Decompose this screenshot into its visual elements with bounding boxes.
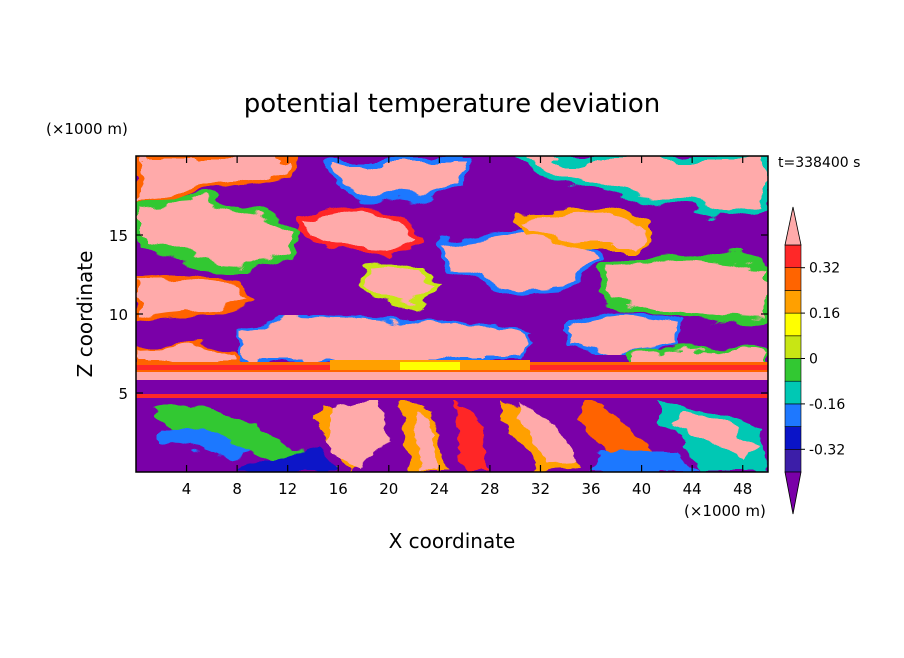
colorbar-label: 0.16 — [809, 306, 840, 322]
x-tick-label: 4 — [182, 480, 192, 498]
colorbar-box — [784, 358, 802, 382]
chart-title: potential temperature deviation — [244, 89, 660, 119]
y-tick-label: 15 — [109, 227, 128, 245]
colorbar-under-triangle — [784, 471, 802, 515]
colorbar: 0.32 0.16 0 -0.16 -0.32 — [784, 206, 845, 515]
x-tick-label: 32 — [531, 480, 550, 498]
time-label: t=338400 s — [778, 155, 860, 171]
colorbar-label: 0.32 — [809, 261, 840, 277]
x-tick-label: 16 — [329, 480, 348, 498]
lower-waves — [136, 394, 768, 472]
colorbar-label: -0.32 — [809, 442, 845, 458]
colorbar-box — [784, 244, 802, 269]
colorbar-box — [784, 380, 802, 405]
colorbar-label: 0 — [809, 352, 818, 368]
colorbar-box — [784, 335, 802, 359]
colorbar-label: -0.16 — [809, 397, 845, 413]
contour-field — [136, 156, 768, 472]
colorbar-box — [784, 403, 802, 427]
x-tick-label: 8 — [232, 480, 242, 498]
x-tick-label: 12 — [278, 480, 297, 498]
x-tick-label: 28 — [480, 480, 499, 498]
y-unit-label: (×1000 m) — [46, 120, 128, 138]
x-ticks: 4 8 12 16 20 24 28 32 36 40 44 48 — [182, 156, 752, 498]
y-ticks: 5 10 15 — [109, 227, 768, 403]
colorbar-box — [784, 267, 802, 291]
colorbar-box — [784, 312, 802, 337]
colorbar-box — [784, 448, 802, 473]
y-tick-label: 10 — [109, 306, 128, 324]
colorbar-box — [784, 426, 802, 450]
y-tick-label: 5 — [118, 385, 128, 403]
colorbar-box — [784, 290, 802, 314]
upper-patches — [136, 156, 768, 357]
y-axis-title: Z coordinate — [73, 251, 97, 378]
x-tick-label: 48 — [733, 480, 752, 498]
inversion-band — [136, 360, 768, 392]
x-tick-label: 20 — [379, 480, 398, 498]
x-axis-title: X coordinate — [389, 529, 516, 553]
x-tick-label: 44 — [683, 480, 702, 498]
x-tick-label: 36 — [581, 480, 600, 498]
x-tick-label: 40 — [632, 480, 651, 498]
x-unit-label: (×1000 m) — [684, 502, 766, 520]
x-tick-label: 24 — [430, 480, 449, 498]
colorbar-over-triangle — [784, 206, 802, 246]
